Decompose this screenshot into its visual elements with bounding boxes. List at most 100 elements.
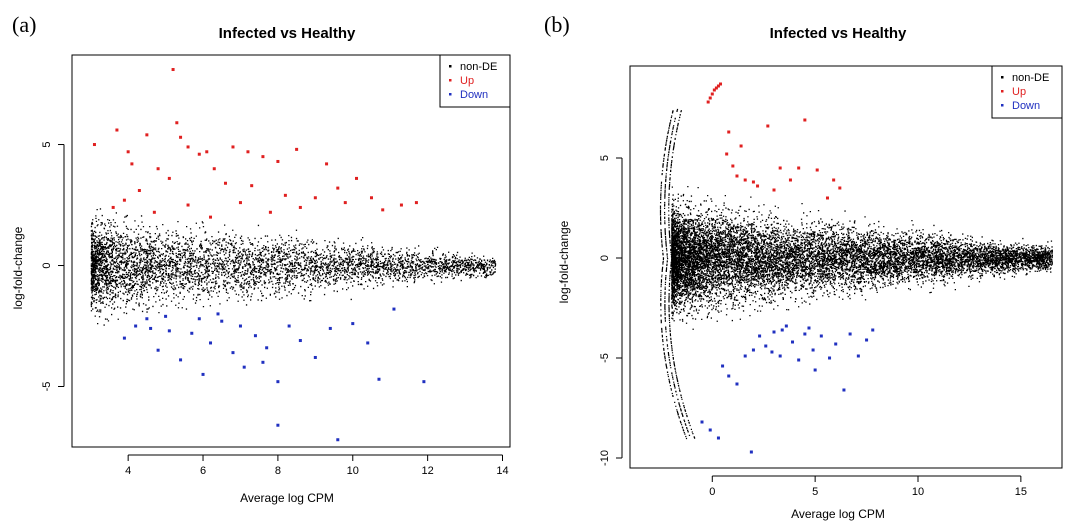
data-point-up [246,150,250,154]
x-tick-label: 10 [347,465,359,477]
scatter-plot-b: 0 5 10 15 -10 -5 0 5 non-DE Up Down [599,65,1063,498]
series-down [700,324,875,454]
data-point-down [265,346,269,350]
data-point-up [725,152,729,156]
data-point-up [803,118,807,122]
x-tick-label: 0 [709,486,715,498]
y-tick-label: 5 [41,141,53,147]
non-de-points [659,108,1053,440]
data-point-up [205,150,209,154]
data-point-up [719,82,723,86]
data-point-up [743,178,747,182]
x-tick-label: 15 [1015,486,1027,498]
legend: non-DE Up Down [991,65,1063,119]
data-point-down [276,423,280,427]
chart-title-b: Infected vs Healthy [769,25,907,42]
data-point-down [242,365,246,369]
series-up [706,82,842,200]
x-tick-label: 5 [812,486,818,498]
data-point-up [815,168,819,172]
x-tick-label: 12 [422,465,434,477]
data-point-up [171,68,175,72]
data-point-up [708,96,712,100]
data-point-up [778,166,782,170]
data-point-up [832,178,836,182]
data-point-up [122,198,126,202]
data-point-up [298,205,302,209]
data-point-up [115,128,119,132]
data-point-up [231,145,235,149]
data-point-up [766,124,770,128]
data-point-down [276,380,280,384]
data-point-up [167,176,171,180]
data-point-down [253,334,257,338]
data-point-up [179,135,183,139]
data-point-down [220,319,224,323]
data-point-down [366,341,370,345]
data-point-down [313,355,317,359]
x-tick-label: 8 [275,465,281,477]
data-point-down [328,326,332,330]
data-point-down [797,358,801,362]
data-point-down [145,317,149,321]
data-point-up [268,210,272,214]
data-point-up [731,164,735,168]
data-point-up [186,203,190,207]
x-tick-label: 14 [496,465,508,477]
legend-label: Up [1012,86,1026,98]
data-point-up [295,147,299,151]
data-point-down [811,348,815,352]
data-point-up [414,201,418,205]
series-down [122,307,426,442]
legend-marker [449,65,452,68]
y-tick-label: -10 [599,450,611,466]
data-point-down [764,344,768,348]
data-point-down [770,350,774,354]
x-tick-label: 10 [912,486,924,498]
legend-box [439,54,511,108]
data-point-up [735,174,739,178]
data-point-up [186,145,190,149]
data-point-up [130,162,134,166]
x-tick-label: 6 [200,465,206,477]
data-point-up [838,186,842,190]
data-point-up [788,178,792,182]
data-point-down [716,436,720,440]
data-point-up [710,92,714,96]
data-point-up [250,184,254,188]
data-point-down [134,324,138,328]
legend-marker [1001,90,1004,93]
data-point-up [126,150,130,154]
data-point-up [751,180,755,184]
legend-marker [449,79,452,82]
data-point-up [399,203,403,207]
data-point-down [842,388,846,392]
data-point-down [758,334,762,338]
data-point-up [739,144,743,148]
data-point-down [164,314,168,318]
legend-label: Down [1012,100,1040,112]
non-de-points [90,208,497,326]
data-point-up [261,155,265,159]
scatter-plot-a: 4 6 8 10 12 14 -5 0 5 non-DE Up Down [41,54,511,477]
legend-label: non-DE [460,61,497,73]
data-point-up [137,189,141,193]
data-point-down [708,428,712,432]
data-point-up [92,143,96,147]
panel-b: (b) Infected vs Healthy log-fold-change … [540,0,1068,527]
y-tick-label: -5 [599,353,611,363]
data-point-up [772,188,776,192]
data-point-down [179,358,183,362]
data-point-up [156,167,160,171]
data-point-down [422,380,426,384]
data-point-up [212,167,216,171]
data-point-up [152,210,156,214]
data-point-down [772,330,776,334]
data-point-down [778,354,782,358]
data-point-down [727,374,731,378]
plot-frame [71,54,511,448]
plot-frame [629,65,1063,469]
y-tick-label: -5 [41,382,53,392]
data-point-down [721,364,725,368]
data-point-down [238,324,242,328]
